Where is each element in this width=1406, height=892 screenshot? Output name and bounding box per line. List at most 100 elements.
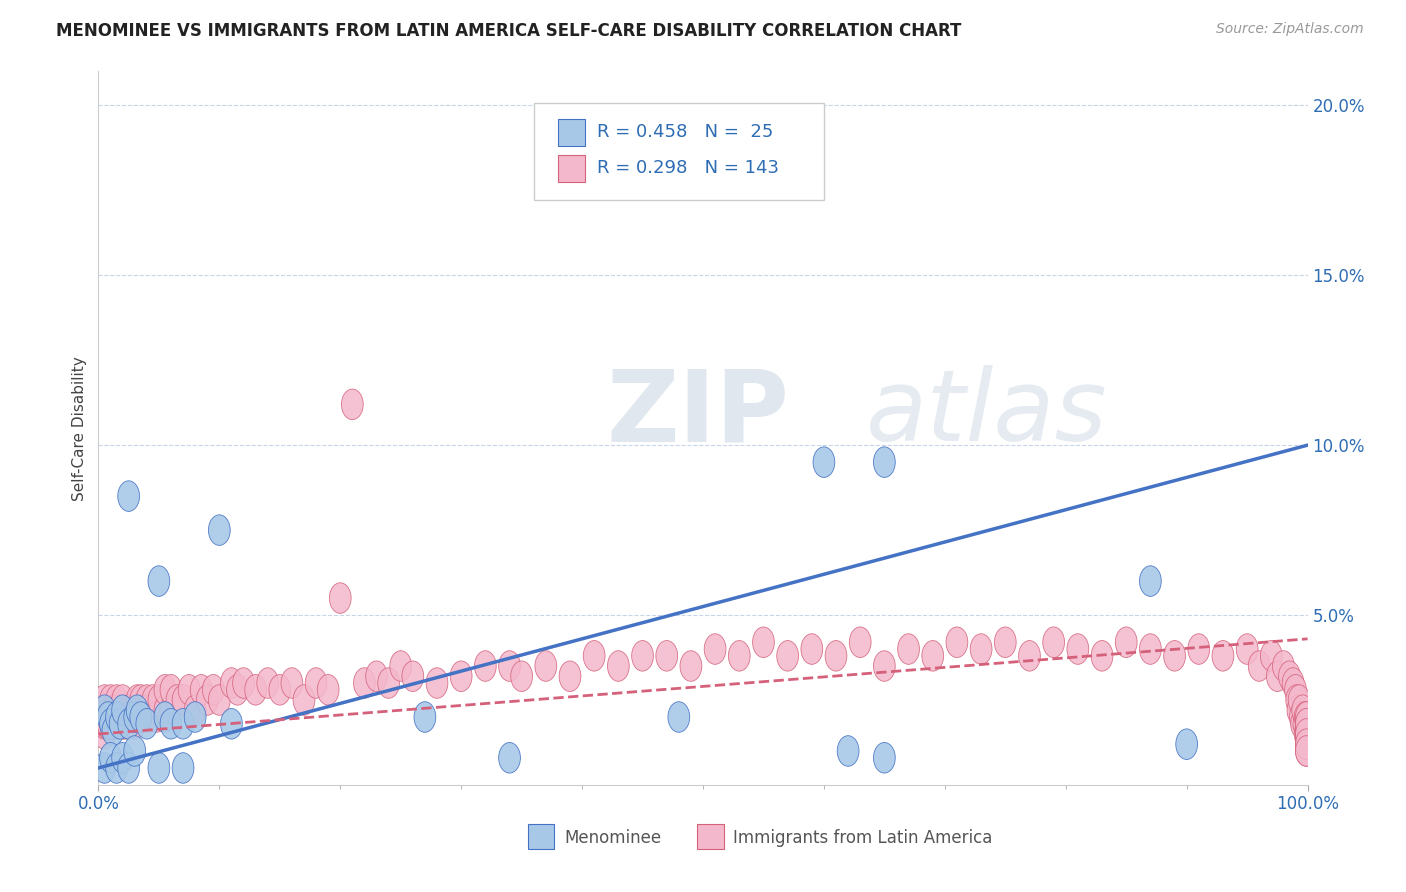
Ellipse shape xyxy=(134,702,155,732)
Ellipse shape xyxy=(138,702,160,732)
Ellipse shape xyxy=(146,702,167,732)
Ellipse shape xyxy=(970,633,993,665)
Text: ZIP: ZIP xyxy=(606,366,789,462)
Ellipse shape xyxy=(1164,640,1185,671)
Ellipse shape xyxy=(124,695,146,725)
Ellipse shape xyxy=(378,668,399,698)
Ellipse shape xyxy=(103,702,125,732)
Ellipse shape xyxy=(118,708,139,739)
Ellipse shape xyxy=(105,702,128,732)
Bar xyxy=(697,824,724,849)
Bar xyxy=(527,824,554,849)
Ellipse shape xyxy=(583,640,605,671)
Ellipse shape xyxy=(1139,566,1161,597)
Ellipse shape xyxy=(148,753,170,783)
Ellipse shape xyxy=(1272,651,1295,681)
Ellipse shape xyxy=(1278,661,1301,691)
Ellipse shape xyxy=(190,674,212,705)
Ellipse shape xyxy=(413,702,436,732)
Ellipse shape xyxy=(1188,633,1209,665)
Ellipse shape xyxy=(129,685,152,715)
Ellipse shape xyxy=(1295,708,1317,739)
Ellipse shape xyxy=(1295,702,1317,732)
Ellipse shape xyxy=(1295,719,1317,749)
Text: atlas: atlas xyxy=(866,366,1108,462)
Ellipse shape xyxy=(1267,661,1288,691)
Ellipse shape xyxy=(155,695,176,725)
Ellipse shape xyxy=(631,640,654,671)
Ellipse shape xyxy=(1212,640,1234,671)
Ellipse shape xyxy=(160,695,181,725)
Ellipse shape xyxy=(1286,695,1309,725)
Ellipse shape xyxy=(1067,633,1088,665)
Text: R = 0.458   N =  25: R = 0.458 N = 25 xyxy=(596,123,773,141)
Ellipse shape xyxy=(922,640,943,671)
Ellipse shape xyxy=(1139,633,1161,665)
Ellipse shape xyxy=(776,640,799,671)
FancyBboxPatch shape xyxy=(534,103,824,200)
Ellipse shape xyxy=(184,702,207,732)
Ellipse shape xyxy=(94,708,115,739)
Ellipse shape xyxy=(136,695,157,725)
Bar xyxy=(558,120,585,146)
Ellipse shape xyxy=(155,702,176,732)
Ellipse shape xyxy=(166,685,188,715)
Ellipse shape xyxy=(426,668,449,698)
Ellipse shape xyxy=(208,685,231,715)
Ellipse shape xyxy=(94,685,115,715)
Ellipse shape xyxy=(257,668,278,698)
Ellipse shape xyxy=(269,674,291,705)
Ellipse shape xyxy=(366,661,388,691)
Ellipse shape xyxy=(96,708,118,739)
Ellipse shape xyxy=(1291,708,1312,739)
Ellipse shape xyxy=(1292,695,1313,725)
Ellipse shape xyxy=(94,695,115,725)
Ellipse shape xyxy=(118,481,139,511)
Ellipse shape xyxy=(825,640,846,671)
Ellipse shape xyxy=(100,702,121,732)
Ellipse shape xyxy=(1295,729,1317,759)
Ellipse shape xyxy=(1286,685,1308,715)
Ellipse shape xyxy=(118,702,139,732)
Ellipse shape xyxy=(129,702,152,732)
Ellipse shape xyxy=(98,695,120,725)
Ellipse shape xyxy=(129,695,152,725)
Ellipse shape xyxy=(98,702,120,732)
Ellipse shape xyxy=(607,651,630,681)
Ellipse shape xyxy=(208,515,231,545)
Ellipse shape xyxy=(281,668,302,698)
Ellipse shape xyxy=(873,651,896,681)
Ellipse shape xyxy=(1288,685,1310,715)
Ellipse shape xyxy=(668,702,690,732)
Ellipse shape xyxy=(450,661,472,691)
Ellipse shape xyxy=(100,708,121,739)
Ellipse shape xyxy=(94,695,115,725)
Ellipse shape xyxy=(1115,627,1137,657)
Ellipse shape xyxy=(127,685,148,715)
Ellipse shape xyxy=(1285,674,1306,705)
Ellipse shape xyxy=(105,753,128,783)
Ellipse shape xyxy=(105,685,128,715)
Ellipse shape xyxy=(474,651,496,681)
Ellipse shape xyxy=(728,640,751,671)
Ellipse shape xyxy=(142,695,163,725)
Ellipse shape xyxy=(897,633,920,665)
Ellipse shape xyxy=(111,695,134,725)
Ellipse shape xyxy=(681,651,702,681)
Ellipse shape xyxy=(142,685,163,715)
Ellipse shape xyxy=(124,736,146,766)
Ellipse shape xyxy=(127,702,148,732)
Ellipse shape xyxy=(1260,640,1282,671)
Ellipse shape xyxy=(1018,640,1040,671)
Text: MENOMINEE VS IMMIGRANTS FROM LATIN AMERICA SELF-CARE DISABILITY CORRELATION CHAR: MENOMINEE VS IMMIGRANTS FROM LATIN AMERI… xyxy=(56,22,962,40)
Ellipse shape xyxy=(121,695,143,725)
Ellipse shape xyxy=(96,695,118,725)
Ellipse shape xyxy=(111,708,134,739)
Ellipse shape xyxy=(873,742,896,773)
Text: R = 0.298   N = 143: R = 0.298 N = 143 xyxy=(596,160,779,178)
Ellipse shape xyxy=(179,674,200,705)
Ellipse shape xyxy=(1295,708,1317,739)
Ellipse shape xyxy=(1236,633,1258,665)
Ellipse shape xyxy=(184,695,207,725)
Ellipse shape xyxy=(100,695,121,725)
